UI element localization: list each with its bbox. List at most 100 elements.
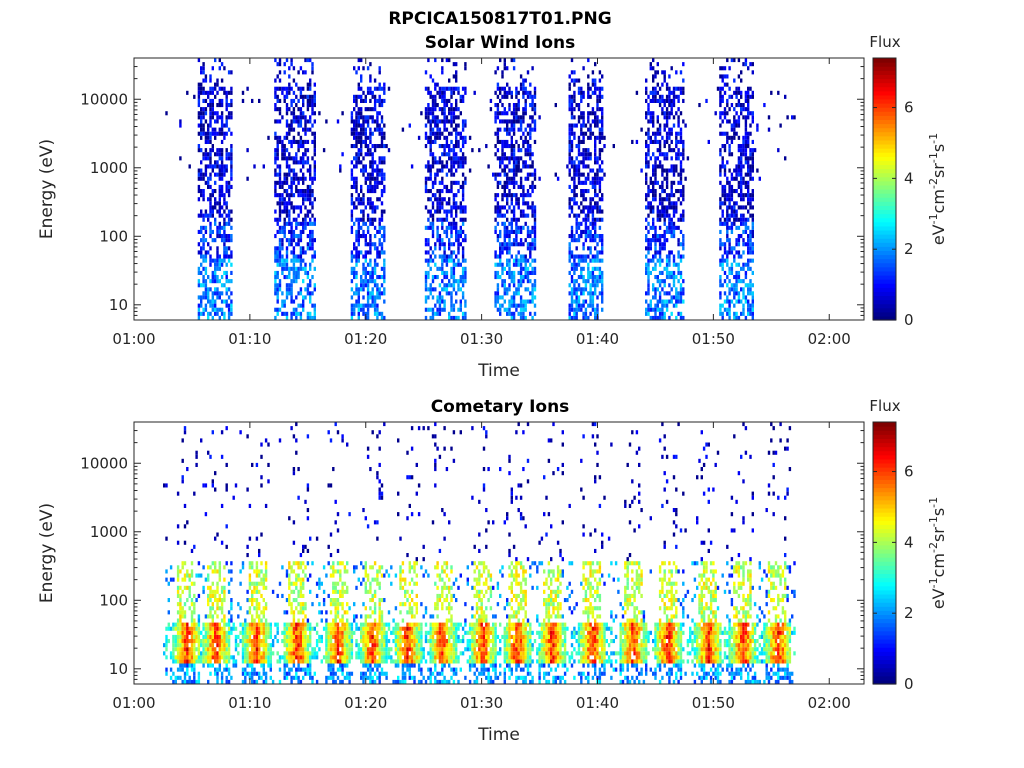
solar-wind-cell xyxy=(216,287,219,292)
solar-wind-cell xyxy=(573,213,576,218)
solar-wind-cell xyxy=(719,164,722,169)
solar-wind-cell xyxy=(288,275,291,280)
solar-wind-cell xyxy=(506,225,509,230)
solar-wind-cell xyxy=(654,70,657,75)
solar-wind-cell xyxy=(350,307,354,312)
solar-wind-cell xyxy=(364,164,367,169)
solar-wind-cell xyxy=(424,131,428,136)
solar-wind-cell xyxy=(461,205,465,210)
solar-wind-cell xyxy=(378,144,381,149)
solar-wind-cell xyxy=(357,254,360,259)
solar-wind-cell xyxy=(362,156,365,161)
solar-wind-cell xyxy=(276,156,279,161)
solar-wind-cell xyxy=(675,152,678,157)
solar-wind-cell xyxy=(378,103,381,108)
solar-wind-cell xyxy=(304,160,307,165)
solar-wind-cell xyxy=(207,139,210,144)
solar-wind-cell xyxy=(216,164,219,169)
cometary-cell xyxy=(186,598,189,603)
cometary-cell xyxy=(195,634,198,639)
solar-wind-cell xyxy=(427,164,430,169)
solar-wind-cell xyxy=(357,234,360,239)
solar-wind-cell xyxy=(459,307,462,312)
solar-wind-cell xyxy=(464,205,467,210)
solar-wind-cell xyxy=(654,287,657,292)
solar-wind-cell xyxy=(278,172,282,177)
solar-wind-cell xyxy=(211,303,214,308)
solar-wind-cell xyxy=(369,176,372,181)
solar-wind-cell xyxy=(429,131,432,136)
solar-wind-cell xyxy=(506,184,509,189)
solar-wind-cell xyxy=(283,94,286,99)
solar-wind-cell xyxy=(445,135,449,140)
solar-wind-cell xyxy=(443,246,446,251)
solar-wind-cell xyxy=(290,225,293,230)
cometary-cell xyxy=(209,639,212,644)
solar-wind-cell xyxy=(517,262,520,267)
solar-wind-cell xyxy=(438,144,442,149)
cometary-cell xyxy=(193,643,196,648)
cometary-cell xyxy=(186,630,189,635)
solar-wind-cell xyxy=(306,119,310,124)
solar-wind-cell xyxy=(598,234,602,239)
solar-wind-cell xyxy=(276,94,279,99)
solar-wind-cell xyxy=(568,123,571,128)
cometary-cell xyxy=(193,606,196,611)
solar-wind-cell xyxy=(364,311,367,316)
solar-wind-cell xyxy=(220,160,224,165)
solar-wind-cell xyxy=(450,172,453,177)
solar-wind-cell xyxy=(730,250,734,255)
solar-wind-cell xyxy=(211,98,214,103)
solar-wind-cell xyxy=(299,287,303,292)
solar-wind-cell xyxy=(501,70,504,75)
solar-wind-cell xyxy=(383,234,386,239)
solar-wind-cell xyxy=(450,131,453,136)
solar-wind-cell xyxy=(663,242,666,247)
solar-wind-cell xyxy=(721,74,724,79)
solar-wind-cell xyxy=(587,115,590,120)
solar-wind-cell xyxy=(733,168,736,173)
solar-wind-cell xyxy=(360,283,363,288)
cometary-cell xyxy=(211,614,214,619)
solar-wind-cell xyxy=(290,299,293,304)
solar-wind-cell xyxy=(283,176,286,181)
solar-wind-cell xyxy=(499,119,502,124)
solar-wind-cell xyxy=(443,123,446,128)
solar-wind-cell xyxy=(371,303,374,308)
solar-wind-cell xyxy=(274,270,277,275)
solar-wind-cell xyxy=(580,160,583,165)
solar-wind-cell xyxy=(675,164,678,169)
solar-wind-cell xyxy=(742,217,745,222)
cometary-cell xyxy=(179,663,182,668)
solar-wind-cell xyxy=(526,275,530,280)
cometary-cell xyxy=(207,602,210,607)
solar-wind-colorbar-segment xyxy=(873,107,896,112)
solar-wind-cell xyxy=(283,152,286,157)
solar-wind-cell xyxy=(668,74,671,79)
solar-wind-cell xyxy=(742,295,745,300)
solar-wind-cell xyxy=(204,291,208,296)
solar-wind-cell xyxy=(737,144,741,149)
cometary-cell xyxy=(165,569,168,574)
solar-wind-cell xyxy=(204,156,208,161)
solar-wind-cell xyxy=(223,225,226,230)
solar-wind-cell xyxy=(371,164,374,169)
solar-wind-cell xyxy=(756,123,759,128)
solar-wind-cell xyxy=(508,160,511,165)
solar-wind-cell xyxy=(380,275,384,280)
solar-wind-cell xyxy=(598,275,602,280)
solar-wind-cell xyxy=(573,189,576,194)
solar-wind-cell xyxy=(304,295,307,300)
solar-wind-cell xyxy=(371,144,374,149)
solar-wind-cell xyxy=(188,164,191,169)
solar-wind-cell xyxy=(380,217,384,222)
solar-wind-cell xyxy=(591,119,595,124)
solar-wind-cell xyxy=(197,184,201,189)
solar-wind-cell xyxy=(225,221,228,226)
solar-wind-cell xyxy=(197,315,201,320)
cometary-cell xyxy=(207,643,210,648)
solar-wind-cell xyxy=(670,201,673,206)
solar-wind-cell xyxy=(594,139,597,144)
solar-wind-cell xyxy=(529,311,532,316)
solar-wind-cell xyxy=(285,180,289,185)
